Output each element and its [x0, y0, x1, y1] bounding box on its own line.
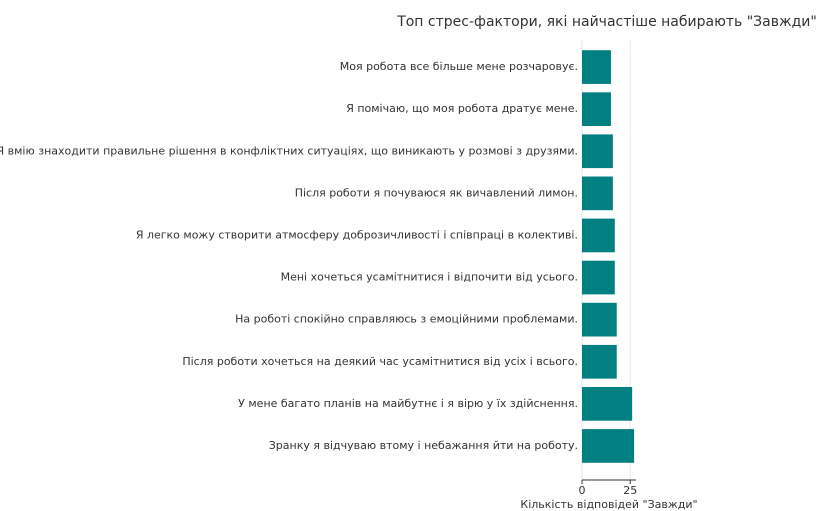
bar [582, 260, 615, 295]
y-tick-label: Після роботи хочеться на деякий час усам… [182, 355, 578, 368]
y-tick-label: Я помічаю, що моя робота дратує мене. [346, 102, 578, 115]
bar [582, 429, 635, 463]
y-tick-label: Я легко можу створити атмосферу доброзич… [136, 228, 578, 241]
bar [582, 302, 617, 337]
y-tick-label: Зранку я відчуваю втому і небажання йти … [269, 439, 578, 452]
y-tick-label: На роботі спокійно справляюсь з емоційни… [235, 313, 578, 326]
y-tick-label: Мені хочеться усамітнитися і відпочити в… [281, 271, 578, 284]
bar [582, 50, 611, 84]
x-tick-label: 0 [579, 484, 586, 497]
bar [582, 134, 613, 169]
bar [582, 344, 617, 379]
chart-title: Топ стрес-фактори, які найчастіше набира… [396, 14, 817, 30]
x-axis-label: Кількість відповідей "Завжди" [520, 498, 697, 511]
bar [582, 176, 613, 211]
x-tick-label: 25 [623, 484, 637, 497]
y-tick-label: У мене багато планів на майбутнє і я вір… [238, 397, 578, 410]
bar [582, 387, 633, 421]
bar [582, 92, 611, 126]
y-tick-label: Я вмію знаходити правильне рішення в кон… [0, 144, 578, 157]
bar [582, 218, 615, 253]
y-tick-label: Моя робота все більше мене розчаровує. [340, 60, 578, 73]
y-tick-label: Після роботи я почуваюся як вичавлений л… [295, 186, 578, 199]
